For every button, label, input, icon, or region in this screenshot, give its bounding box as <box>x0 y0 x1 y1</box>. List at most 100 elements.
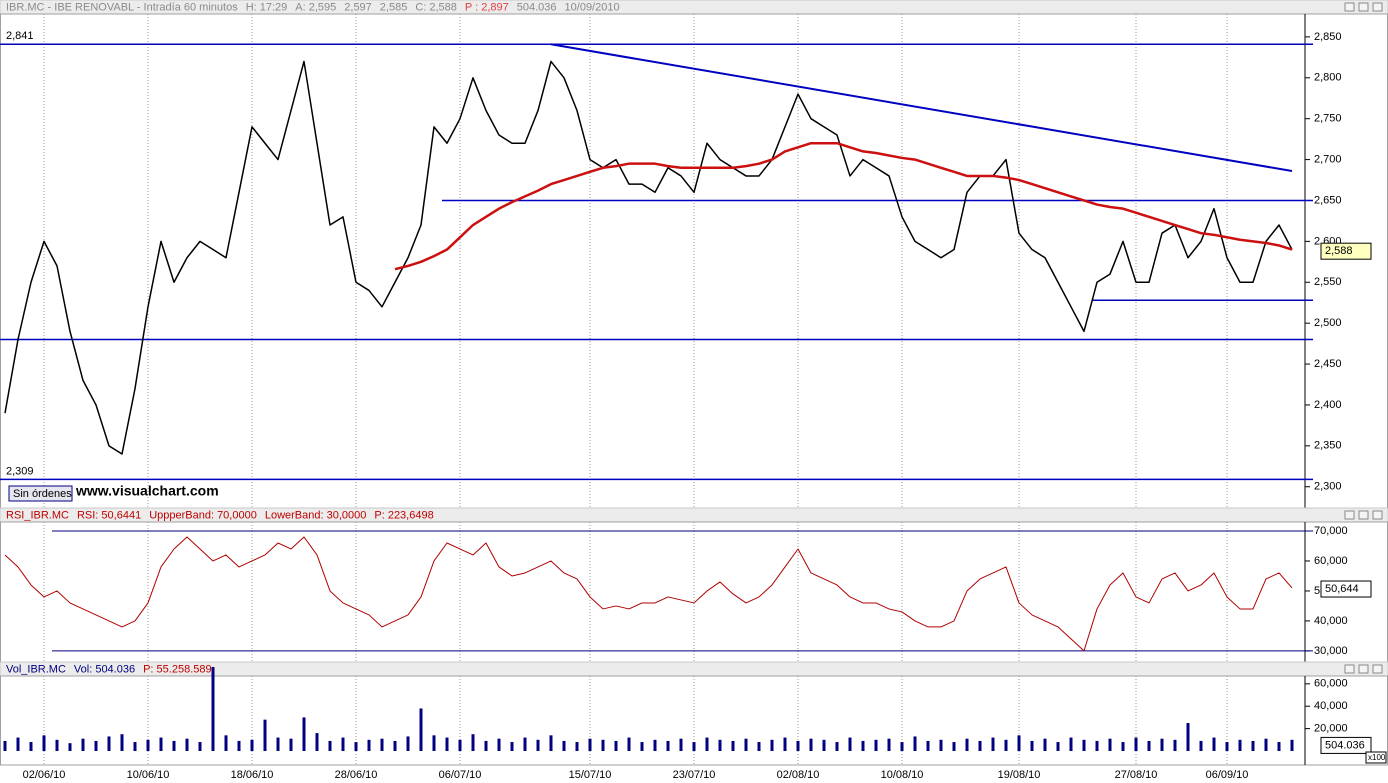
window-button[interactable] <box>1344 664 1355 674</box>
x-tick-label: 15/07/10 <box>569 769 612 781</box>
y-tick-label: 20,000 <box>1314 723 1348 735</box>
last-value-box <box>1320 736 1372 754</box>
volume-bar <box>1225 742 1229 752</box>
header-item: Vol: 504.036 <box>74 663 135 675</box>
header-item: C: 2,588 <box>415 1 457 13</box>
volume-bar <box>29 742 33 752</box>
volume-bar <box>432 735 436 752</box>
y-tick-label: 2,850 <box>1314 31 1342 43</box>
level-label: 2,841 <box>6 30 34 42</box>
volume-bar <box>393 740 397 752</box>
volume-bar <box>159 737 163 752</box>
volume-bar <box>185 738 189 752</box>
volume-bar <box>835 742 839 752</box>
volume-bar <box>328 740 332 752</box>
x-tick-label: 27/08/10 <box>1115 769 1158 781</box>
window-button[interactable] <box>1358 664 1369 674</box>
x-tick-label: 06/07/10 <box>439 769 482 781</box>
volume-bar <box>614 740 618 752</box>
volume-bar <box>887 738 891 752</box>
series-line <box>4 536 1293 652</box>
volume-bar <box>1199 740 1203 752</box>
volume-bar <box>289 738 293 752</box>
volume-bar <box>1264 738 1268 752</box>
volume-bar <box>744 738 748 752</box>
volume-bar <box>627 737 631 752</box>
volume-bar <box>1251 740 1255 752</box>
header-item: 504.036 <box>517 1 557 13</box>
volume-bar <box>848 737 852 752</box>
volume-bar <box>1095 740 1099 752</box>
volume-bar <box>224 735 228 752</box>
window-button[interactable] <box>1358 510 1369 520</box>
x-tick-label: 02/06/10 <box>23 769 66 781</box>
volume-bar <box>484 740 488 752</box>
x-tick-label: 19/08/10 <box>998 769 1041 781</box>
last-value-label: 504.036 <box>1325 739 1365 751</box>
volume-bar <box>822 739 826 752</box>
header-item: H: 17:29 <box>246 1 288 13</box>
volume-bar <box>1030 740 1034 752</box>
volume-bar <box>133 742 137 752</box>
x-tick-label: 28/06/10 <box>335 769 378 781</box>
window-button[interactable] <box>1344 2 1355 12</box>
header-item: IBR.MC - IBE RENOVABL - Intradía 60 minu… <box>6 1 238 13</box>
y-tick-label: 2,400 <box>1314 399 1342 411</box>
y-tick-label: 2,700 <box>1314 153 1342 165</box>
last-value-box <box>1320 580 1372 598</box>
volume-bar <box>1277 742 1281 752</box>
window-button[interactable] <box>1358 2 1369 12</box>
volume-bar <box>1056 742 1060 752</box>
x-tick-label: 10/08/10 <box>881 769 924 781</box>
volume-bar <box>1121 742 1125 752</box>
volume-bar <box>783 737 787 752</box>
header-item: RSI_IBR.MC <box>6 509 69 521</box>
volume-bar <box>1186 723 1190 752</box>
header-item: 10/09/2010 <box>565 1 620 13</box>
volume-bar <box>68 743 72 752</box>
volume-bar <box>146 739 150 752</box>
y-tick-label: 40,000 <box>1314 615 1348 627</box>
last-value-label: 2,588 <box>1325 245 1353 257</box>
window-button[interactable] <box>1372 510 1383 520</box>
x-tick-label: 23/07/10 <box>673 769 716 781</box>
watermark: www.visualchart.com <box>75 483 219 499</box>
header-item: A: 2,595 <box>295 1 336 13</box>
volume-bar <box>913 736 917 752</box>
volume-bar <box>731 740 735 752</box>
volume-bar <box>1069 737 1073 752</box>
volume-bar <box>16 737 20 752</box>
volume-bar <box>380 738 384 752</box>
volume-bar <box>497 738 501 752</box>
window-button[interactable] <box>1372 2 1383 12</box>
panel-header-text: IBR.MC - IBE RENOVABL - Intradía 60 minu… <box>6 1 620 13</box>
order-button-label[interactable]: Sin órdenes <box>13 488 72 500</box>
volume-bar <box>1017 735 1021 752</box>
volume-bar <box>302 717 306 752</box>
volume-bar <box>874 739 878 752</box>
window-button[interactable] <box>1372 664 1383 674</box>
header-item: 2,597 <box>344 1 372 13</box>
volume-bar <box>900 742 904 752</box>
volume-bar <box>198 742 202 752</box>
y-tick-label: 60,000 <box>1314 678 1348 690</box>
volume-bar <box>55 739 59 752</box>
y-tick-label: 2,500 <box>1314 317 1342 329</box>
volume-bar <box>81 738 85 752</box>
y-tick-label: 40,000 <box>1314 700 1348 712</box>
volume-bar <box>666 740 670 752</box>
volume-bar <box>94 740 98 752</box>
window-button[interactable] <box>1344 510 1355 520</box>
scale-note: x100 <box>1368 753 1386 762</box>
volume-bar <box>1043 738 1047 752</box>
volume-bar <box>1173 739 1177 752</box>
order-button[interactable] <box>8 485 73 502</box>
header-item: P: 55.258.589 <box>143 663 212 675</box>
volume-bar <box>1147 740 1151 752</box>
volume-bar <box>120 734 124 752</box>
volume-bar <box>575 742 579 752</box>
volume-bar <box>1134 737 1138 752</box>
volume-bar <box>718 739 722 752</box>
